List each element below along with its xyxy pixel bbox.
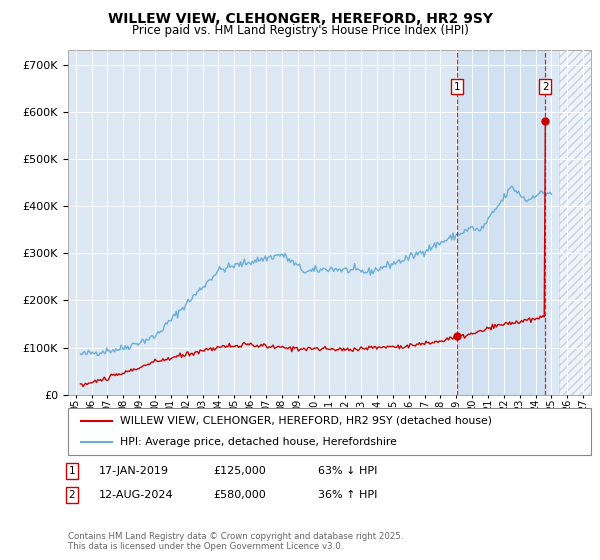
Text: HPI: Average price, detached house, Herefordshire: HPI: Average price, detached house, Here… bbox=[120, 437, 397, 447]
Text: 17-JAN-2019: 17-JAN-2019 bbox=[99, 466, 169, 476]
Text: 2: 2 bbox=[542, 82, 548, 92]
Text: 1: 1 bbox=[68, 466, 76, 476]
Text: Price paid vs. HM Land Registry's House Price Index (HPI): Price paid vs. HM Land Registry's House … bbox=[131, 24, 469, 37]
Text: 1: 1 bbox=[454, 82, 460, 92]
Text: WILLEW VIEW, CLEHONGER, HEREFORD, HR2 9SY: WILLEW VIEW, CLEHONGER, HEREFORD, HR2 9S… bbox=[107, 12, 493, 26]
Text: £125,000: £125,000 bbox=[213, 466, 266, 476]
Text: £580,000: £580,000 bbox=[213, 490, 266, 500]
Text: Contains HM Land Registry data © Crown copyright and database right 2025.
This d: Contains HM Land Registry data © Crown c… bbox=[68, 532, 403, 552]
Text: 12-AUG-2024: 12-AUG-2024 bbox=[99, 490, 173, 500]
Bar bbox=[457, 50, 545, 395]
Text: 63% ↓ HPI: 63% ↓ HPI bbox=[318, 466, 377, 476]
Text: 2: 2 bbox=[68, 490, 76, 500]
Text: WILLEW VIEW, CLEHONGER, HEREFORD, HR2 9SY (detached house): WILLEW VIEW, CLEHONGER, HEREFORD, HR2 9S… bbox=[120, 416, 492, 426]
FancyBboxPatch shape bbox=[68, 408, 591, 455]
Text: 36% ↑ HPI: 36% ↑ HPI bbox=[318, 490, 377, 500]
